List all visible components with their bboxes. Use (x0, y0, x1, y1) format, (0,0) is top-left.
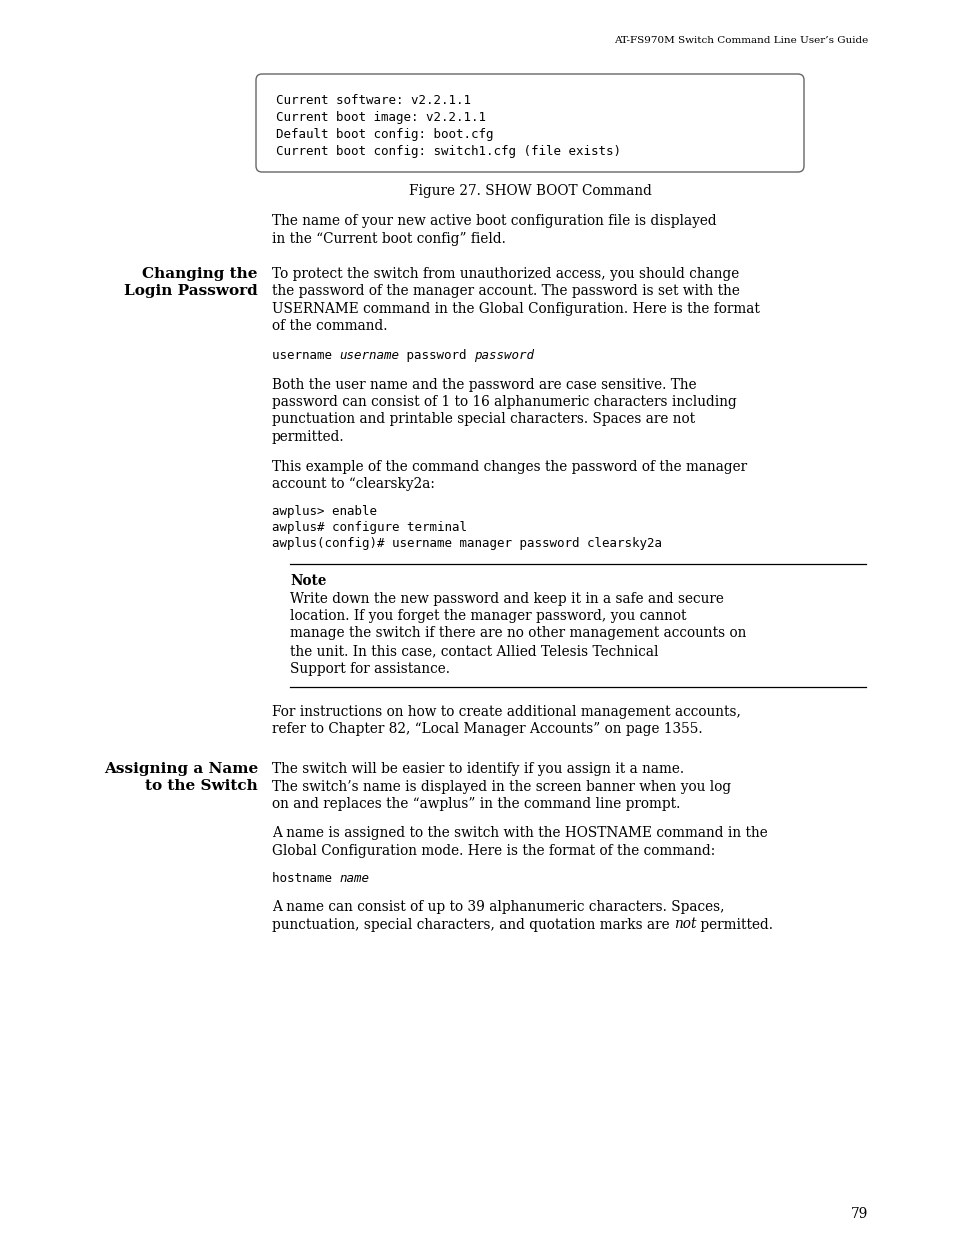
Text: on and replaces the “awplus” in the command line prompt.: on and replaces the “awplus” in the comm… (272, 797, 679, 811)
Text: awplus# configure terminal: awplus# configure terminal (272, 521, 467, 534)
Text: refer to Chapter 82, “Local Manager Accounts” on page 1355.: refer to Chapter 82, “Local Manager Acco… (272, 722, 702, 736)
Text: password: password (399, 350, 474, 362)
Text: manage the switch if there are no other management accounts on: manage the switch if there are no other … (290, 626, 745, 641)
Text: password: password (474, 350, 534, 362)
Text: For instructions on how to create additional management accounts,: For instructions on how to create additi… (272, 705, 740, 719)
Text: This example of the command changes the password of the manager: This example of the command changes the … (272, 459, 746, 473)
Text: username: username (339, 350, 399, 362)
Text: to the Switch: to the Switch (145, 779, 257, 794)
Text: A name can consist of up to 39 alphanumeric characters. Spaces,: A name can consist of up to 39 alphanume… (272, 900, 723, 914)
Text: Current boot config: switch1.cfg (file exists): Current boot config: switch1.cfg (file e… (275, 144, 620, 158)
Text: Note: Note (290, 574, 326, 588)
Text: of the command.: of the command. (272, 320, 387, 333)
Text: Default boot config: boot.cfg: Default boot config: boot.cfg (275, 128, 493, 141)
Text: awplus(config)# username manager password clearsky2a: awplus(config)# username manager passwor… (272, 537, 661, 551)
Text: The switch will be easier to identify if you assign it a name.: The switch will be easier to identify if… (272, 762, 683, 776)
Text: hostname: hostname (272, 872, 339, 884)
Text: Figure 27. SHOW BOOT Command: Figure 27. SHOW BOOT Command (408, 184, 651, 198)
Text: 79: 79 (850, 1207, 867, 1221)
Text: A name is assigned to the switch with the HOSTNAME command in the: A name is assigned to the switch with th… (272, 826, 767, 841)
Text: Changing the: Changing the (142, 267, 257, 282)
Text: Both the user name and the password are case sensitive. The: Both the user name and the password are … (272, 378, 696, 391)
Text: account to “clearsky2a:: account to “clearsky2a: (272, 477, 435, 492)
Text: USERNAME command in the Global Configuration. Here is the format: USERNAME command in the Global Configura… (272, 303, 760, 316)
Text: AT-FS970M Switch Command Line User’s Guide: AT-FS970M Switch Command Line User’s Gui… (613, 36, 867, 44)
Text: name: name (339, 872, 369, 884)
Text: the unit. In this case, contact Allied Telesis Technical: the unit. In this case, contact Allied T… (290, 643, 658, 658)
Text: password can consist of 1 to 16 alphanumeric characters including: password can consist of 1 to 16 alphanum… (272, 395, 736, 409)
Text: Assigning a Name: Assigning a Name (104, 762, 257, 776)
Text: The name of your new active boot configuration file is displayed: The name of your new active boot configu… (272, 214, 716, 228)
Text: permitted.: permitted. (272, 430, 344, 445)
Text: Global Configuration mode. Here is the format of the command:: Global Configuration mode. Here is the f… (272, 844, 715, 858)
Text: location. If you forget the manager password, you cannot: location. If you forget the manager pass… (290, 609, 686, 622)
Text: awplus> enable: awplus> enable (272, 505, 376, 517)
Text: not: not (673, 918, 696, 931)
FancyBboxPatch shape (255, 74, 803, 172)
Text: username: username (272, 350, 339, 362)
Text: punctuation, special characters, and quotation marks are: punctuation, special characters, and quo… (272, 918, 673, 931)
Text: Write down the new password and keep it in a safe and secure: Write down the new password and keep it … (290, 592, 723, 605)
Text: To protect the switch from unauthorized access, you should change: To protect the switch from unauthorized … (272, 267, 739, 282)
Text: permitted.: permitted. (696, 918, 773, 931)
Text: Current software: v2.2.1.1: Current software: v2.2.1.1 (275, 94, 471, 107)
Text: Login Password: Login Password (124, 284, 257, 299)
Text: The switch’s name is displayed in the screen banner when you log: The switch’s name is displayed in the sc… (272, 779, 730, 794)
Text: in the “Current boot config” field.: in the “Current boot config” field. (272, 231, 505, 246)
Text: punctuation and printable special characters. Spaces are not: punctuation and printable special charac… (272, 412, 695, 426)
Text: Support for assistance.: Support for assistance. (290, 662, 450, 676)
Text: Current boot image: v2.2.1.1: Current boot image: v2.2.1.1 (275, 111, 485, 124)
Text: the password of the manager account. The password is set with the: the password of the manager account. The… (272, 284, 740, 299)
